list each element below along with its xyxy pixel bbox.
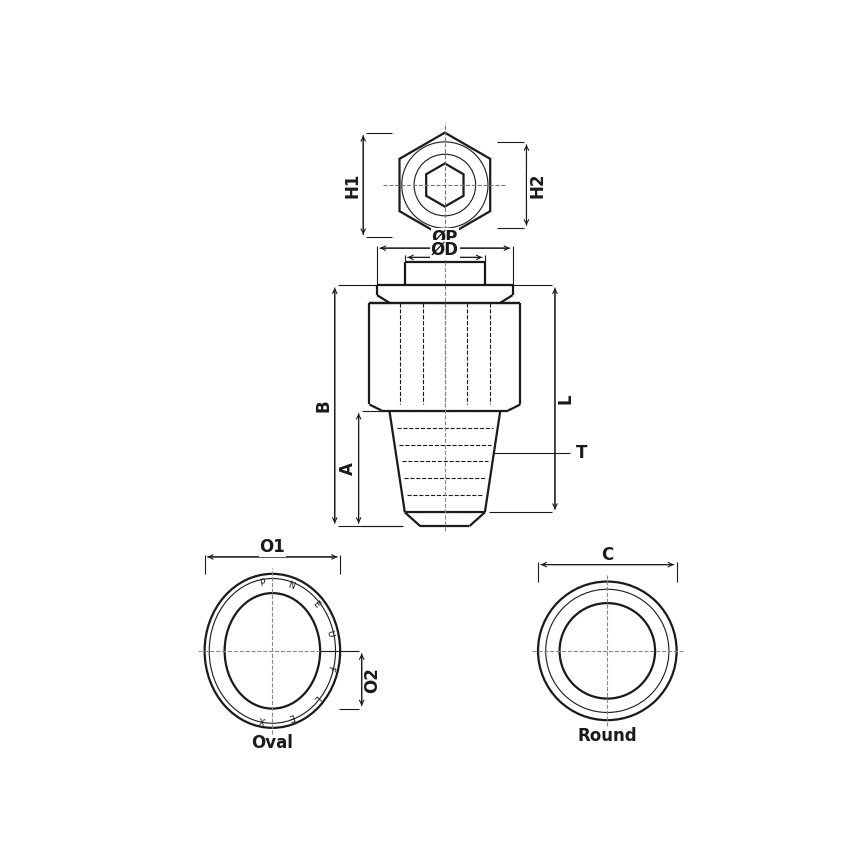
Text: X: X	[259, 713, 266, 724]
Text: H1: H1	[344, 173, 361, 198]
Text: ØD: ØD	[431, 240, 459, 259]
Text: L: L	[556, 393, 575, 404]
Text: F: F	[325, 664, 335, 672]
Text: H2: H2	[529, 172, 546, 198]
Text: Oval: Oval	[252, 734, 293, 753]
Text: L: L	[311, 693, 321, 702]
Text: N: N	[286, 580, 296, 591]
Text: T: T	[575, 444, 587, 462]
Text: P: P	[259, 578, 266, 588]
Text: U: U	[325, 629, 335, 638]
Text: Round: Round	[577, 727, 637, 745]
Text: E: E	[287, 711, 295, 721]
Text: O2: O2	[364, 667, 381, 693]
Text: C: C	[602, 546, 614, 563]
Text: O1: O1	[260, 538, 286, 556]
Text: E: E	[311, 599, 321, 609]
Text: A: A	[339, 462, 357, 475]
Text: ØP: ØP	[431, 228, 458, 247]
Text: B: B	[315, 399, 333, 412]
